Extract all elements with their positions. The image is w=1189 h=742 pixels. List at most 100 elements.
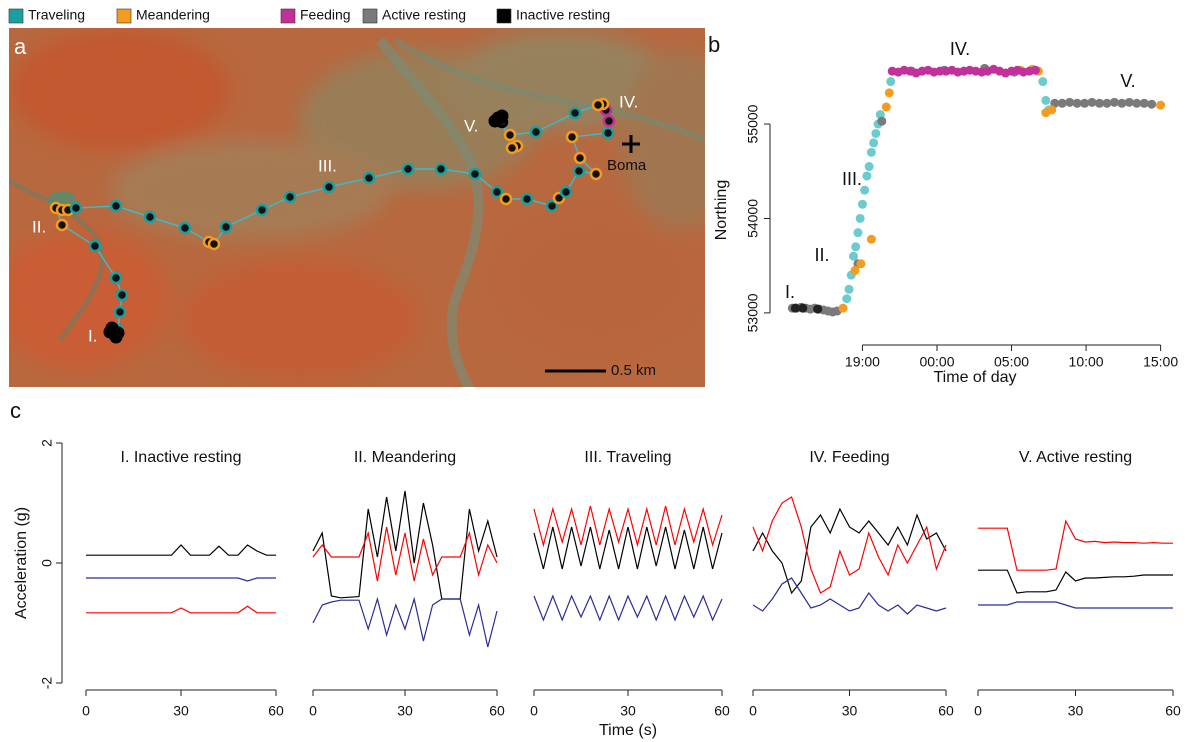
x-tick-label: 10:00 bbox=[1069, 354, 1104, 370]
track-point bbox=[591, 98, 605, 112]
legend-label: Active resting bbox=[382, 7, 466, 23]
y-tick-label: 55000 bbox=[745, 104, 761, 143]
track-point bbox=[559, 185, 573, 199]
signal-line bbox=[86, 544, 276, 556]
track-point bbox=[499, 192, 513, 206]
track-point bbox=[362, 171, 376, 185]
panel-title: V. Active resting bbox=[1019, 449, 1132, 466]
x-tick-label: 30 bbox=[842, 703, 858, 719]
track-point bbox=[490, 185, 504, 199]
point bbox=[1041, 95, 1051, 105]
x-tick-label: 60 bbox=[714, 703, 730, 719]
panel-title: III. Traveling bbox=[584, 449, 671, 466]
point bbox=[838, 303, 848, 313]
legend-label: Meandering bbox=[136, 7, 210, 23]
point bbox=[1087, 97, 1097, 107]
signal-line bbox=[312, 596, 498, 648]
point bbox=[790, 303, 800, 313]
track-point bbox=[109, 271, 123, 285]
track-point bbox=[115, 288, 129, 302]
track-point bbox=[568, 106, 582, 120]
point bbox=[1065, 97, 1075, 107]
point bbox=[1102, 98, 1112, 108]
point bbox=[1139, 98, 1149, 108]
point bbox=[855, 213, 865, 223]
signal-line bbox=[752, 507, 947, 595]
track-point bbox=[545, 199, 559, 213]
point bbox=[1132, 98, 1142, 108]
scale-label: 0.5 km bbox=[611, 362, 656, 379]
x-tick-label: 05:00 bbox=[994, 354, 1029, 370]
track-point bbox=[434, 162, 448, 176]
point bbox=[856, 259, 866, 269]
annotation: II. bbox=[814, 245, 829, 265]
y-tick-label: 0 bbox=[39, 559, 55, 567]
point bbox=[1047, 105, 1057, 115]
x-tick-label: 30 bbox=[173, 703, 189, 719]
x-tick-label: 0 bbox=[309, 703, 317, 719]
x-tick-label: 0 bbox=[974, 703, 982, 719]
point bbox=[881, 102, 891, 112]
x-tick-label: 19:00 bbox=[845, 354, 880, 370]
point bbox=[1057, 98, 1067, 108]
track-point bbox=[143, 210, 157, 224]
point bbox=[884, 88, 894, 98]
point bbox=[1072, 98, 1082, 108]
y-axis-label: Northing bbox=[713, 180, 730, 240]
legend-label: Inactive resting bbox=[516, 7, 610, 23]
y-tick-label: -2 bbox=[39, 677, 55, 690]
signal-line bbox=[978, 569, 1173, 594]
track-point bbox=[69, 201, 83, 215]
track-point bbox=[109, 199, 123, 213]
point bbox=[866, 147, 876, 157]
x-tick-label: 0 bbox=[530, 703, 538, 719]
point bbox=[860, 185, 870, 195]
point bbox=[851, 242, 861, 252]
legend-label: Feeding bbox=[300, 7, 351, 23]
map-marker: II. bbox=[32, 217, 46, 236]
x-tick-label: 30 bbox=[1068, 703, 1084, 719]
x-tick-label: 00:00 bbox=[919, 354, 954, 370]
point bbox=[1147, 99, 1157, 109]
legend-swatch bbox=[116, 8, 132, 24]
x-tick-label: 15:00 bbox=[1143, 354, 1178, 370]
track-point bbox=[572, 164, 586, 178]
track-point bbox=[255, 203, 269, 217]
signal-line bbox=[978, 519, 1173, 571]
x-tick-label: 60 bbox=[489, 703, 505, 719]
y-axis-label: Acceleration (g) bbox=[13, 507, 30, 619]
x-tick-label: 0 bbox=[82, 703, 90, 719]
point bbox=[862, 171, 872, 181]
point bbox=[798, 303, 808, 313]
signal-line bbox=[533, 505, 723, 548]
track-point bbox=[520, 192, 534, 206]
point bbox=[1117, 98, 1127, 108]
point bbox=[1156, 100, 1166, 110]
map-marker: V. bbox=[464, 116, 479, 135]
track-point bbox=[573, 151, 587, 165]
annotation: III. bbox=[842, 169, 862, 189]
x-tick-label: 60 bbox=[938, 703, 954, 719]
annotation: I. bbox=[785, 282, 795, 302]
map-marker: III. bbox=[318, 156, 337, 175]
point bbox=[871, 128, 881, 138]
point bbox=[1094, 98, 1104, 108]
x-tick-label: 60 bbox=[268, 703, 284, 719]
track-point bbox=[283, 190, 297, 204]
point bbox=[1109, 97, 1119, 107]
point bbox=[848, 251, 858, 261]
point bbox=[1038, 77, 1048, 87]
annotation: V. bbox=[1120, 71, 1135, 91]
point bbox=[1030, 65, 1040, 75]
legend-swatch bbox=[8, 8, 24, 24]
point bbox=[1080, 98, 1090, 108]
track-point bbox=[207, 237, 221, 251]
track-point bbox=[178, 221, 192, 235]
signal-line bbox=[533, 526, 723, 570]
point bbox=[877, 116, 887, 126]
point bbox=[886, 77, 896, 87]
panel-label: c bbox=[10, 398, 21, 423]
track-point bbox=[602, 114, 616, 128]
signal-line bbox=[752, 577, 947, 615]
